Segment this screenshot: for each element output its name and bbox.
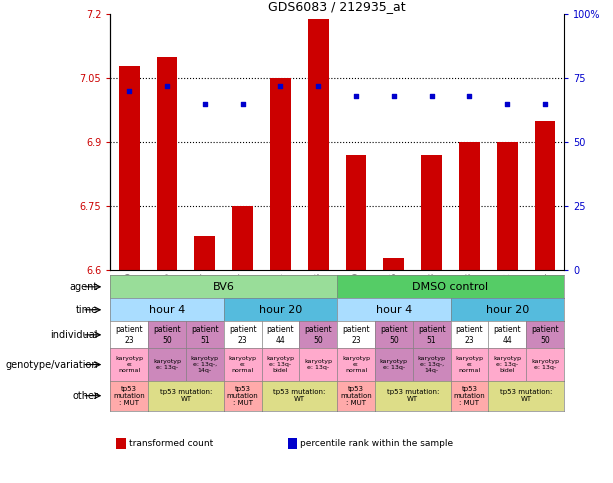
Point (313, 82, 323, 90)
Text: patient
50: patient 50 (380, 325, 408, 344)
Text: tp53 mutation:
WT: tp53 mutation: WT (160, 389, 212, 402)
Point (503, 100, 512, 108)
Text: tp53 mutation:
WT: tp53 mutation: WT (273, 389, 326, 402)
Bar (346, 155, 367, 270)
Bar (119, 66, 140, 270)
Text: hour 4: hour 4 (149, 305, 185, 315)
Text: individual: individual (51, 330, 98, 340)
Text: other: other (72, 391, 98, 401)
Title: GDS6083 / 212935_at: GDS6083 / 212935_at (268, 0, 406, 14)
Text: patient
51: patient 51 (191, 325, 219, 344)
Text: karyotyp
e: 13q-
bidel: karyotyp e: 13q- bidel (267, 356, 294, 373)
Text: patient
50: patient 50 (153, 325, 181, 344)
Text: time: time (76, 305, 98, 315)
Point (238, 100, 248, 108)
Text: tp53 mutation:
WT: tp53 mutation: WT (500, 389, 552, 402)
Text: DMSO control: DMSO control (413, 282, 489, 292)
Text: karyotyp
e: 13q-,
14q-: karyotyp e: 13q-, 14q- (191, 356, 219, 373)
Text: karyotyp
e:
normal: karyotyp e: normal (115, 356, 143, 373)
Point (124, 87, 134, 95)
Text: tp53
mutation
: MUT: tp53 mutation : MUT (454, 385, 485, 406)
Text: patient
23: patient 23 (455, 325, 483, 344)
Text: patient
51: patient 51 (418, 325, 446, 344)
Text: karyotyp
e: 13q-
bidel: karyotyp e: 13q- bidel (493, 356, 521, 373)
Text: karyotyp
e: 13q-: karyotyp e: 13q- (304, 359, 332, 370)
Text: karyotyp
e: 13q-: karyotyp e: 13q- (531, 359, 559, 370)
Text: patient
44: patient 44 (493, 325, 521, 344)
Bar (535, 121, 555, 270)
Text: karyotyp
e:
normal: karyotyp e: normal (455, 356, 484, 373)
Bar (459, 142, 480, 270)
Bar (194, 236, 215, 270)
Bar (384, 257, 404, 270)
Bar (232, 206, 253, 270)
Text: BV6: BV6 (213, 282, 235, 292)
Point (276, 82, 286, 90)
Bar (497, 142, 517, 270)
Text: genotype/variation: genotype/variation (6, 359, 98, 369)
Bar (157, 57, 177, 270)
Text: hour 20: hour 20 (259, 305, 302, 315)
Text: tp53
mutation
: MUT: tp53 mutation : MUT (227, 385, 259, 406)
Bar (308, 19, 329, 270)
Text: tp53
mutation
: MUT: tp53 mutation : MUT (113, 385, 145, 406)
Text: percentile rank within the sample: percentile rank within the sample (300, 439, 454, 448)
Point (427, 93, 436, 100)
Text: karyotyp
e:
normal: karyotyp e: normal (229, 356, 257, 373)
Point (200, 100, 210, 108)
Text: hour 4: hour 4 (376, 305, 412, 315)
Text: karyotyp
e: 13q-: karyotyp e: 13q- (153, 359, 181, 370)
Text: patient
23: patient 23 (229, 325, 256, 344)
Text: patient
50: patient 50 (531, 325, 559, 344)
Text: tp53 mutation:
WT: tp53 mutation: WT (387, 389, 439, 402)
Point (465, 93, 474, 100)
Text: tp53
mutation
: MUT: tp53 mutation : MUT (340, 385, 372, 406)
Bar (270, 79, 291, 270)
Text: karyotyp
e: 13q-: karyotyp e: 13q- (380, 359, 408, 370)
Text: patient
23: patient 23 (115, 325, 143, 344)
Bar (421, 155, 442, 270)
Text: patient
23: patient 23 (342, 325, 370, 344)
Text: agent: agent (70, 282, 98, 292)
Point (351, 93, 361, 100)
Point (389, 93, 398, 100)
Text: transformed count: transformed count (129, 439, 213, 448)
Text: patient
50: patient 50 (305, 325, 332, 344)
Point (540, 100, 550, 108)
Text: karyotyp
e:
normal: karyotyp e: normal (342, 356, 370, 373)
Text: karyotyp
e: 13q-,
14q-: karyotyp e: 13q-, 14q- (417, 356, 446, 373)
Point (162, 82, 172, 90)
Text: hour 20: hour 20 (485, 305, 529, 315)
Text: patient
44: patient 44 (267, 325, 294, 344)
